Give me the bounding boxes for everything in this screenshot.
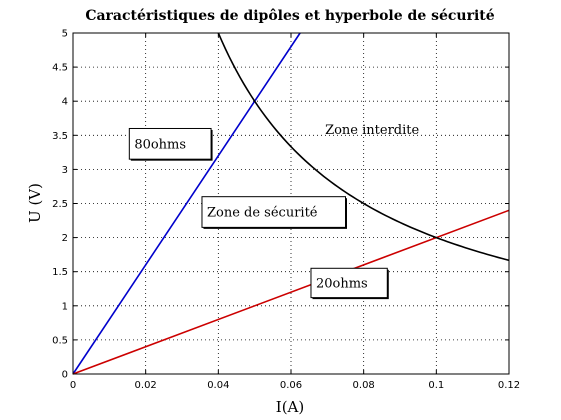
annotation-zone_interdite: Zone interdite [325, 123, 419, 138]
y-tick-label: 4.5 [52, 63, 68, 74]
x-tick-label: 0 [70, 380, 76, 391]
y-tick-label: 0 [62, 370, 68, 381]
y-tick-label: 1.5 [52, 267, 68, 278]
x-tick-label: 0.06 [280, 380, 302, 391]
annotation-box [201, 196, 346, 228]
y-tick-label: 1 [62, 301, 68, 312]
x-tick-label: 0.12 [498, 380, 520, 391]
annotation-label_20: 20ohms [316, 276, 368, 291]
y-tick-label: 4 [62, 97, 68, 108]
x-tick-label: 0.1 [428, 380, 444, 391]
series-layer [72, 32, 510, 375]
annotation-label_80: 80ohms [134, 137, 186, 152]
annotation-box [310, 267, 388, 299]
y-tick-label: 2.5 [52, 199, 68, 210]
y-tick-label: 2 [62, 233, 68, 244]
chart-title: Caractéristiques de dipôles et hyperbole… [85, 8, 494, 24]
annotation-zone_securite: Zone de sécurité [207, 206, 318, 221]
y-axis-label: U (V) [26, 183, 44, 223]
x-tick-label: 0.04 [207, 380, 229, 391]
x-tick-label: 0.02 [135, 380, 157, 391]
series-80ohms [72, 32, 301, 375]
annotations: Zone interdite 80ohms Zone de sécurité 20oh… [128, 123, 419, 300]
x-axis-label: I(A) [276, 398, 304, 416]
series-hyperbola [217, 32, 510, 262]
y-tick-label: 3 [62, 165, 68, 176]
annotation-box [128, 127, 212, 160]
x-tick-label: 0.08 [353, 380, 375, 391]
y-tick-label: 5 [62, 29, 68, 40]
y-tick-label: 0.5 [52, 335, 68, 346]
ticks: 0 0.02 0.04 0.06 0.08 0.1 0.12 0 0.5 1 1.5 2 2.5 3 3.5… [52, 29, 520, 392]
y-tick-label: 3.5 [52, 131, 68, 142]
